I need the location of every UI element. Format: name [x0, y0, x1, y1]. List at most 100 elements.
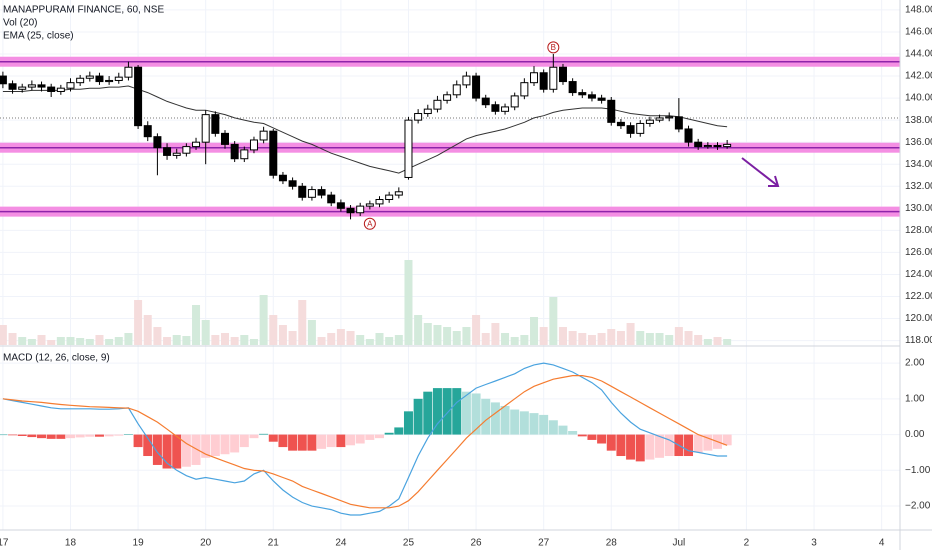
volume-bar	[433, 325, 442, 345]
histogram-bar	[587, 434, 597, 440]
volume-bar	[288, 331, 297, 345]
candle-body	[568, 81, 577, 94]
histogram-bar	[210, 434, 220, 457]
volume-bar	[27, 339, 36, 345]
volume-bar	[607, 329, 616, 345]
candle-body	[375, 199, 384, 205]
candle-body	[530, 72, 539, 84]
marker	[363, 217, 376, 230]
candle-body	[259, 130, 268, 141]
candle-body	[452, 84, 461, 96]
histogram-bar	[500, 405, 510, 435]
volume-bar	[684, 331, 693, 345]
histogram-bar	[539, 414, 549, 435]
volume-bar	[182, 336, 191, 345]
candle-body	[414, 113, 423, 121]
histogram-bar	[375, 434, 385, 439]
volume-bar	[85, 339, 94, 345]
candle-body	[298, 185, 307, 198]
volume-bar	[530, 317, 539, 345]
y-tick-label: 126.00	[905, 247, 932, 258]
volume-bar	[230, 337, 239, 345]
histogram-bar	[336, 434, 346, 448]
volume-bar	[703, 339, 712, 345]
volume-bar	[549, 297, 558, 345]
histogram-bar	[317, 434, 327, 449]
volume-bar	[520, 335, 529, 345]
histogram-bar	[452, 388, 462, 435]
candle-body	[703, 144, 712, 148]
candle-body	[163, 147, 172, 156]
candle-body	[491, 104, 500, 112]
x-tick-label: 2	[744, 538, 750, 549]
candle-body	[356, 205, 365, 214]
y-tick-label: 2.00	[905, 358, 925, 369]
histogram-bar	[37, 434, 47, 439]
candle-body	[684, 128, 693, 143]
volume-bar	[665, 335, 674, 345]
volume-bar	[317, 337, 326, 345]
candle-body	[56, 87, 65, 92]
histogram-bar	[65, 434, 75, 439]
volume-bar	[365, 339, 374, 345]
candle-body	[655, 117, 664, 121]
candle-body	[240, 149, 249, 160]
volume-bar	[192, 305, 201, 345]
candle-body	[607, 99, 616, 123]
x-tick-label: 3	[811, 538, 817, 549]
candle-body	[47, 86, 56, 92]
histogram-bar	[27, 434, 37, 438]
candle-body	[317, 189, 326, 196]
histogram-bar	[268, 434, 278, 442]
histogram-bar	[655, 434, 665, 458]
candle-body	[134, 66, 143, 127]
candle-body	[462, 75, 471, 86]
histogram-bar	[0, 434, 8, 436]
y-tick-label: 130.00	[905, 203, 932, 214]
y-tick-label: 144.00	[905, 49, 932, 60]
histogram-bar	[191, 434, 201, 465]
candle-body	[105, 79, 114, 83]
candle-body	[18, 86, 27, 90]
histogram-bar	[519, 411, 529, 435]
x-tick-label: 24	[335, 538, 347, 549]
histogram-bar	[326, 434, 336, 448]
candle-body	[558, 66, 567, 83]
histogram-bar	[288, 434, 298, 451]
chart-title: MANAPPURAM FINANCE, 60, NSE	[3, 5, 164, 16]
y-tick-label: 136.00	[905, 137, 932, 148]
candle-body	[587, 94, 596, 99]
volume-bar	[153, 327, 162, 345]
histogram-bar	[606, 434, 616, 451]
candle-body	[221, 132, 229, 145]
histogram-bar	[481, 398, 491, 435]
y-tick-label: 132.00	[905, 181, 932, 192]
x-tick-label: Jul	[672, 538, 685, 549]
histogram-bar	[123, 434, 133, 435]
volume-bar	[452, 331, 461, 345]
histogram-bar	[152, 434, 162, 465]
histogram-bar	[133, 434, 143, 448]
histogram-bar	[94, 434, 104, 437]
volume-bar	[501, 333, 510, 345]
candle-body	[433, 99, 442, 110]
candle-body	[423, 108, 432, 115]
candle-body	[481, 97, 490, 106]
x-tick-label: 18	[65, 538, 77, 549]
volume-bar	[201, 320, 210, 345]
candle-body	[201, 114, 210, 143]
candle-body	[472, 75, 481, 99]
volume-bar	[66, 337, 75, 345]
volume-bar	[259, 295, 268, 345]
volume-bar	[8, 333, 17, 345]
y-tick-label: 118.00	[905, 335, 932, 346]
volume-bar	[47, 340, 56, 345]
candle-body	[143, 125, 152, 138]
ema-legend: EMA (25, close)	[3, 31, 74, 42]
candle-body	[95, 75, 104, 83]
volume-bar	[558, 327, 567, 345]
histogram-bar	[510, 409, 520, 435]
x-tick-label: 4	[879, 538, 885, 549]
volume-bar	[95, 335, 104, 345]
volume-bar	[472, 315, 481, 345]
